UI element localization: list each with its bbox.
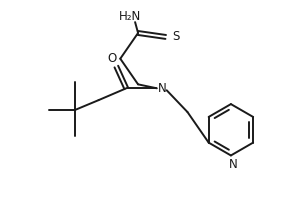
- Text: N: N: [157, 82, 166, 95]
- Text: S: S: [173, 30, 180, 43]
- Text: O: O: [108, 52, 117, 65]
- Text: H₂N: H₂N: [119, 10, 141, 23]
- Text: N: N: [229, 158, 237, 171]
